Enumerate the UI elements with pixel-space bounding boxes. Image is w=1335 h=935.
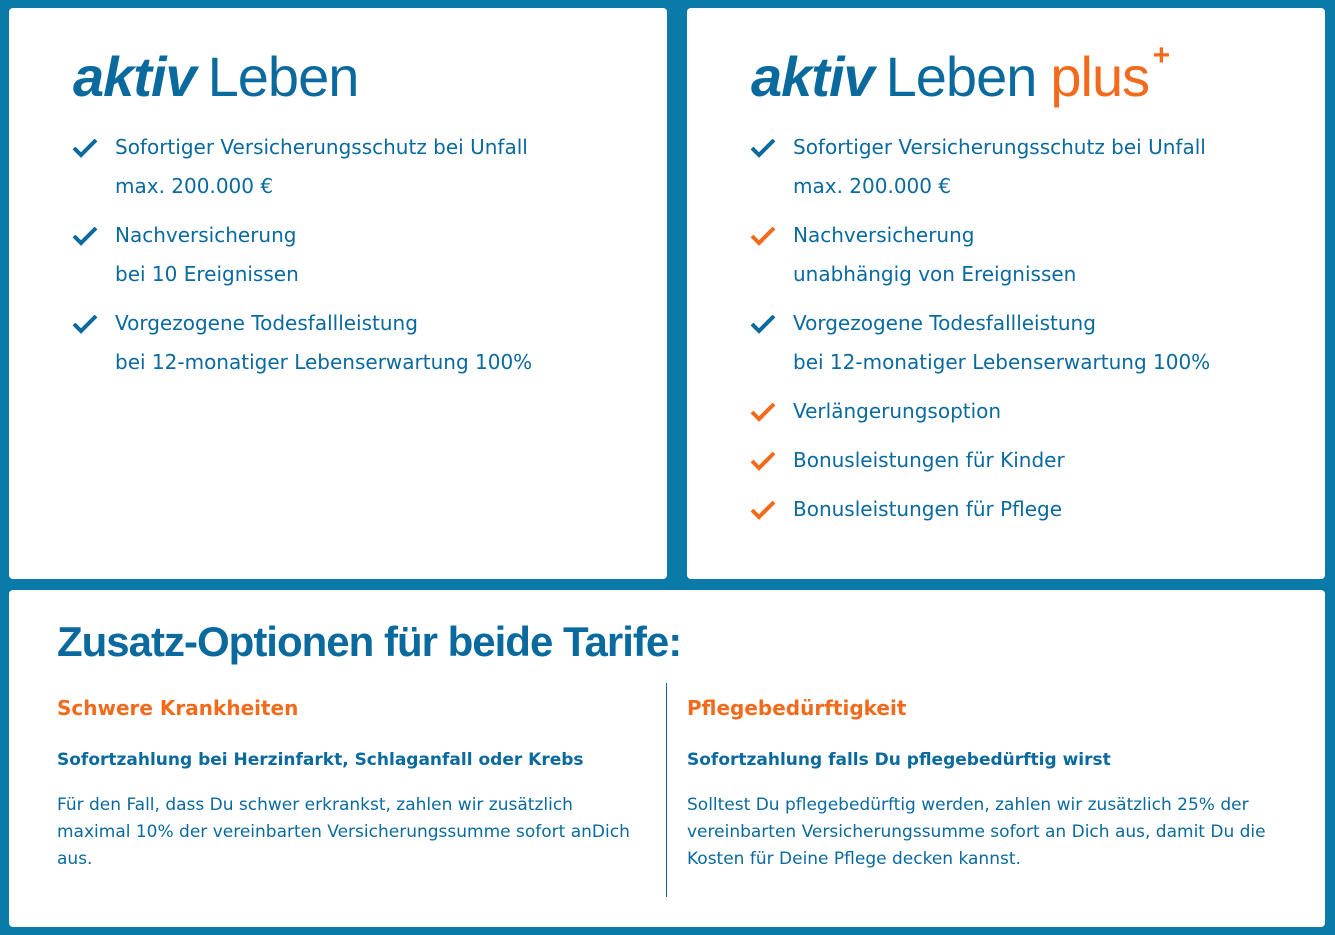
feature-item: Nachversicherung bei 10 Ereignissen xyxy=(71,221,532,294)
logo-leben: Leben xyxy=(885,45,1038,108)
option-subheading: Sofortzahlung bei Herzinfarkt, Schlaganf… xyxy=(57,750,584,770)
feature-item: Vorgezogene Todesfallleistung bei 12-mona… xyxy=(71,309,532,382)
feature-title: Bonusleistungen für Kinder xyxy=(793,448,1065,472)
feature-text: Sofortiger Versicherungsschutz bei Unfal… xyxy=(793,128,1206,206)
option-heading: Schwere Krankheiten xyxy=(57,696,299,720)
feature-title: Sofortiger Versicherungsschutz bei Unfal… xyxy=(793,135,1206,159)
feature-title: Vorgezogene Todesfallleistung xyxy=(793,311,1096,335)
option-subheading: Sofortzahlung falls Du pflegebedürftig w… xyxy=(687,750,1111,770)
checkmark-icon xyxy=(749,446,793,480)
feature-list: Sofortiger Versicherungsschutz bei Unfal… xyxy=(71,133,532,397)
feature-text: Bonusleistungen für Kinder xyxy=(793,441,1065,480)
feature-text: Vorgezogene Todesfallleistung bei 12-mona… xyxy=(115,304,532,382)
logo-leben: Leben xyxy=(207,45,360,108)
feature-detail: unabhängig von Ereignissen xyxy=(793,262,1077,286)
feature-title: Nachversicherung xyxy=(793,223,975,247)
feature-item: Verlängerungsoption xyxy=(749,397,1210,431)
option-text: Für den Fall, dass Du schwer erkrankst, … xyxy=(57,795,630,869)
logo-plus: plus xyxy=(1050,45,1150,108)
feature-title: Bonusleistungen für Pflege xyxy=(793,497,1063,521)
feature-title: Nachversicherung xyxy=(115,223,297,247)
feature-item: Vorgezogene Todesfallleistung bei 12-mona… xyxy=(749,309,1210,382)
option-text: Solltest Du pflegebedürftig werden, zahl… xyxy=(687,795,1266,869)
feature-detail: bei 12-monatiger Lebenserwartung 100% xyxy=(793,350,1211,374)
feature-text: Vorgezogene Todesfallleistung bei 12-mona… xyxy=(793,304,1210,382)
option-heading: Pflegebedürftigkeit xyxy=(687,696,907,720)
options-title: Zusatz-Optionen für beide Tarife: xyxy=(57,618,682,665)
checkmark-icon xyxy=(749,221,793,294)
aktiv-leben-logo: aktiv Leben xyxy=(73,44,360,109)
feature-text: Nachversicherung bei 10 Ereignissen xyxy=(115,216,299,294)
checkmark-icon xyxy=(749,495,793,529)
feature-detail: max. 200.000 € xyxy=(115,174,274,198)
checkmark-icon xyxy=(71,221,115,294)
tariff-card-aktiv-leben: aktiv Leben Sofortiger Versicherungsschut… xyxy=(9,8,667,579)
options-card: Zusatz-Optionen für beide Tarife: Schwer… xyxy=(9,590,1325,927)
feature-item: Nachversicherung unabhängig von Ereigniss… xyxy=(749,221,1210,294)
feature-item: Sofortiger Versicherungsschutz bei Unfal… xyxy=(71,133,532,206)
feature-detail: bei 12-monatiger Lebenserwartung 100% xyxy=(115,350,533,374)
feature-text: Bonusleistungen für Pflege xyxy=(793,490,1062,529)
feature-text: Verlängerungsoption xyxy=(793,392,1001,431)
column-divider xyxy=(666,683,667,897)
checkmark-icon xyxy=(749,397,793,431)
feature-detail: bei 10 Ereignissen xyxy=(115,262,299,286)
feature-item: Bonusleistungen für Kinder xyxy=(749,446,1210,480)
option-care-need: Pflegebedürftigkeit Sofortzahlung falls … xyxy=(687,696,1287,873)
feature-title: Verlängerungsoption xyxy=(793,399,1002,423)
checkmark-icon xyxy=(71,133,115,206)
feature-title: Vorgezogene Todesfallleistung xyxy=(115,311,418,335)
logo-aktiv: aktiv xyxy=(751,45,875,108)
feature-item: Bonusleistungen für Pflege xyxy=(749,495,1210,529)
checkmark-icon xyxy=(71,309,115,382)
feature-title: Sofortiger Versicherungsschutz bei Unfal… xyxy=(115,135,528,159)
checkmark-icon xyxy=(749,133,793,206)
logo-aktiv: aktiv xyxy=(73,45,197,108)
feature-list: Sofortiger Versicherungsschutz bei Unfal… xyxy=(749,133,1210,544)
logo-plus-sup: + xyxy=(1152,39,1171,72)
feature-text: Nachversicherung unabhängig von Ereigniss… xyxy=(793,216,1076,294)
feature-item: Sofortiger Versicherungsschutz bei Unfal… xyxy=(749,133,1210,206)
feature-detail: max. 200.000 € xyxy=(793,174,952,198)
feature-text: Sofortiger Versicherungsschutz bei Unfal… xyxy=(115,128,528,206)
checkmark-icon xyxy=(749,309,793,382)
tariff-card-aktiv-leben-plus: aktiv Leben plus + Sofortiger Versicherungs… xyxy=(687,8,1325,579)
option-serious-illness: Schwere Krankheiten Sofortzahlung bei He… xyxy=(57,696,642,873)
aktiv-leben-plus-logo: aktiv Leben plus + xyxy=(751,39,1170,109)
